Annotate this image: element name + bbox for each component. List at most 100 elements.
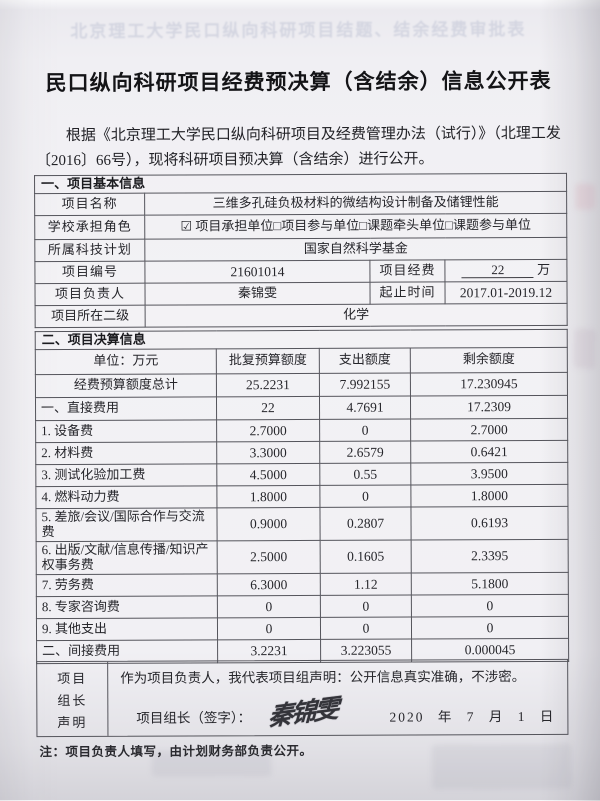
declaration-side-line: 项目 bbox=[57, 670, 88, 686]
row-label-cell: 5. 差旅/会议/国际合作与交流费 bbox=[35, 507, 218, 542]
row-label-cell: 经费预算额度总计 bbox=[35, 373, 217, 398]
remaining-cell: 17.230945 bbox=[410, 372, 568, 396]
table-row: 3. 测试化验加工费 4.5000 0.55 3.9500 bbox=[35, 462, 568, 487]
project-leader-label: 项目负责人 bbox=[34, 283, 146, 306]
project-leader-value: 秦锦雯 bbox=[144, 282, 371, 306]
project-leader-signature: 秦锦雯 bbox=[267, 695, 338, 732]
spent-cell: 0 bbox=[319, 418, 411, 442]
section-header-row: 二、项目决算信息 bbox=[35, 329, 568, 350]
row-label-cell: 8. 专家咨询费 bbox=[36, 595, 218, 619]
budget-cell: 2.5000 bbox=[217, 540, 321, 574]
column-header-budget: 批复预算额度 bbox=[216, 348, 320, 374]
school-role-label: 学校承担角色 bbox=[34, 215, 145, 240]
column-header-unit: 单位：万元 bbox=[35, 348, 217, 375]
program-label: 所属科技计划 bbox=[34, 239, 145, 262]
table-row: 4. 燃料动力费 1.8000 0 1.8000 bbox=[35, 484, 568, 509]
table-row: 5. 差旅/会议/国际合作与交流费 0.9000 0.2807 0.6193 bbox=[35, 506, 569, 542]
project-budget-label: 项目经费 bbox=[369, 259, 445, 283]
budget-cell: 0.9000 bbox=[216, 507, 321, 541]
spent-cell: 4.7691 bbox=[319, 395, 411, 420]
budget-cell: 2.7000 bbox=[216, 419, 320, 442]
declaration-content: 作为项目负责人，我代表项目组声明：公开信息真实准确，不涉密。 项目组长（签字）：… bbox=[108, 660, 567, 736]
remaining-cell: 1.8000 bbox=[410, 484, 568, 507]
spent-cell: 0.2807 bbox=[319, 506, 412, 541]
remaining-cell: 0 bbox=[411, 594, 569, 617]
remaining-cell: 0.6193 bbox=[410, 506, 569, 540]
row-label-cell: 9. 其他支出 bbox=[36, 617, 218, 641]
budget-cell: 4.5000 bbox=[216, 463, 320, 486]
budget-cell: 6.3000 bbox=[217, 573, 321, 596]
row-label-cell: 2. 材料费 bbox=[35, 441, 217, 465]
program-value: 国家自然科学基金 bbox=[144, 237, 567, 262]
table-row: 9. 其他支出 0 0 0 bbox=[36, 616, 569, 641]
remaining-cell: 5.1800 bbox=[411, 572, 569, 595]
table-row: 7. 劳务费 6.3000 1.12 5.1800 bbox=[36, 572, 569, 597]
remaining-cell: 17.2309 bbox=[410, 395, 568, 419]
settlement-section-title: 二、项目决算信息 bbox=[35, 329, 568, 350]
spent-cell: 0 bbox=[320, 594, 412, 618]
bleed-through-artifact bbox=[575, 183, 596, 210]
project-name-label: 项目名称 bbox=[34, 193, 145, 216]
bleed-through-artifact bbox=[573, 328, 596, 369]
spent-cell: 2.6579 bbox=[319, 440, 411, 464]
project-period-value: 2017.01-2019.12 bbox=[444, 281, 568, 304]
budget-cell: 0 bbox=[217, 617, 321, 640]
department-label: 项目所在二级 bbox=[35, 305, 146, 328]
table-row: 6. 出版/文献/信息传播/知识产权事务费 2.5000 0.1605 2.33… bbox=[36, 539, 569, 575]
budget-cell: 1.8000 bbox=[216, 485, 320, 508]
spent-cell: 0.1605 bbox=[320, 539, 412, 574]
basic-info-section-title: 一、项目基本信息 bbox=[34, 173, 567, 194]
column-header-row: 单位：万元 批复预算额度 支出额度 剩余额度 bbox=[35, 347, 568, 375]
table-row: 1. 设备费 2.7000 0 2.7000 bbox=[35, 418, 568, 443]
column-header-remaining: 剩余额度 bbox=[410, 347, 568, 373]
settlement-table: 二、项目决算信息 单位：万元 批复预算额度 支出额度 剩余额度 经费预算额度总计… bbox=[35, 329, 569, 664]
table-row: 2. 材料费 3.3000 2.6579 0.6421 bbox=[35, 440, 568, 465]
row-label-cell: 7. 劳务费 bbox=[36, 573, 218, 597]
school-role-checkboxes: ☑ 项目承担单位□项目参与单位□课题牵头单位□课题参与单位 bbox=[144, 213, 567, 240]
row-label-cell: 4. 燃料动力费 bbox=[35, 485, 217, 509]
declaration-side-line: 声明 bbox=[57, 714, 88, 730]
row-label-cell: 一、直接费用 bbox=[35, 396, 217, 421]
project-name-value: 三维多孔硅负极材料的微结构设计制备及储锂性能 bbox=[144, 191, 567, 216]
row-label-cell: 3. 测试化验加工费 bbox=[35, 463, 217, 487]
spent-cell: 0 bbox=[320, 616, 412, 640]
table-row: 项目名称 三维多孔硅负极材料的微结构设计制备及储锂性能 bbox=[34, 191, 567, 216]
table-row: 所属科技计划 国家自然科学基金 bbox=[34, 237, 567, 262]
column-header-spent: 支出额度 bbox=[319, 347, 411, 374]
spent-cell: 0.55 bbox=[319, 462, 411, 486]
table-row: 一、直接费用 22 4.7691 17.2309 bbox=[35, 395, 568, 421]
project-budget-cell: 22 万 bbox=[444, 259, 568, 282]
budget-cell: 22 bbox=[216, 396, 320, 420]
budget-cell: 0 bbox=[217, 595, 321, 618]
budget-cell: 25.2231 bbox=[216, 373, 320, 397]
remaining-cell: 3.9500 bbox=[410, 462, 568, 485]
signature-label: 项目组长（签字）： bbox=[136, 710, 252, 726]
department-value: 化学 bbox=[145, 303, 568, 328]
row-label-cell: 6. 出版/文献/信息传播/知识产权事务费 bbox=[36, 540, 218, 575]
section-header-row: 一、项目基本信息 bbox=[34, 173, 567, 194]
table-row: 项目编号 21601014 项目经费 22 万 bbox=[34, 259, 568, 284]
declaration-side-line: 组长 bbox=[57, 692, 88, 708]
intro-paragraph: 根据《北京理工大学民口纵向科研项目及经费管理办法（试行）》（北理工发〔2016〕… bbox=[35, 125, 561, 170]
table-row: 项目所在二级 化学 bbox=[35, 303, 568, 328]
project-period-label: 起止时间 bbox=[369, 281, 446, 305]
table-row: 项目负责人 秦锦雯 起止时间 2017.01-2019.12 bbox=[34, 281, 568, 306]
table-row: 经费预算额度总计 25.2231 7.992155 17.230945 bbox=[35, 372, 568, 398]
spent-cell: 7.992155 bbox=[319, 372, 411, 397]
row-label-cell: 1. 设备费 bbox=[35, 419, 217, 443]
budget-cell: 3.3000 bbox=[216, 441, 320, 464]
spent-cell: 1.12 bbox=[320, 572, 412, 596]
project-budget-value: 22 bbox=[461, 262, 534, 279]
footnote: 注：项目负责人填写，由计划财务部负责公开。 bbox=[39, 743, 313, 760]
declaration-statement: 作为项目负责人，我代表项目组声明：公开信息真实准确，不涉密。 bbox=[120, 669, 526, 686]
declaration-side-label: 项目 组长 声明 bbox=[37, 661, 109, 737]
project-budget-unit: 万 bbox=[537, 261, 551, 277]
bleed-through-artifact bbox=[431, 743, 572, 790]
project-number-value: 21601014 bbox=[144, 260, 370, 284]
bleed-through-title: 北京理工大学民口纵向科研项目结题、结余经费审批表 bbox=[70, 20, 527, 41]
page-title: 民口纵向科研项目经费预决算（含结余）信息公开表 bbox=[45, 68, 552, 96]
table-row: 8. 专家咨询费 0 0 0 bbox=[36, 594, 569, 619]
remaining-cell: 0 bbox=[411, 616, 569, 639]
table-row: 学校承担角色 ☑ 项目承担单位□项目参与单位□课题牵头单位□课题参与单位 bbox=[34, 213, 567, 240]
